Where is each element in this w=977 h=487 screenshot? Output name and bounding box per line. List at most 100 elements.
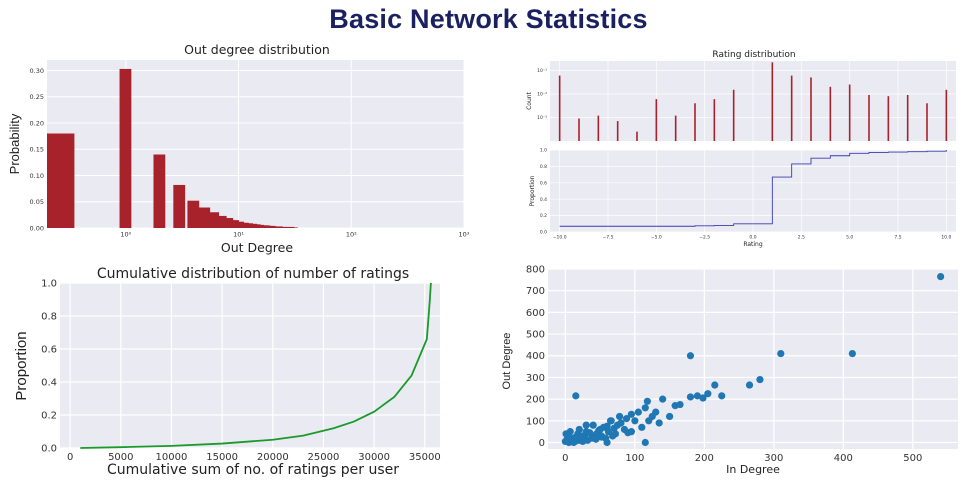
bar (829, 86, 832, 141)
scatter-point (652, 408, 660, 416)
plot-area (47, 60, 464, 228)
y-tick-label: 0.0 (41, 444, 57, 455)
scatter-point (582, 421, 590, 429)
x-tick-label: 5000 (108, 452, 133, 463)
bar (790, 75, 793, 141)
x-tick-labels: 10⁰ 10¹ 10² 10³ (120, 231, 469, 239)
x-tick-label: −5.0 (651, 235, 662, 241)
scatter-point (627, 410, 635, 418)
scatter-point (643, 397, 651, 405)
y-tick-labels: 0 100 200 300 400 500 600 700 800 (526, 265, 545, 449)
x-tick-label: 0 (67, 452, 73, 463)
x-axis-label: Rating (743, 241, 763, 248)
x-tick-labels: 0 100 200 300 400 500 (562, 453, 922, 464)
plot-area (548, 269, 958, 449)
bar (713, 99, 716, 141)
bar (207, 212, 220, 228)
y-tick-labels: 0.0 0.2 0.4 0.6 0.8 1.0 (41, 279, 57, 455)
x-tick-label: 100 (625, 453, 644, 464)
scatter-point (711, 381, 719, 389)
y-tick-label: 300 (526, 373, 545, 384)
y-axis-label: Out Degree (501, 333, 513, 390)
y-axis-label: Proportion (529, 175, 536, 206)
scatter-point (589, 421, 597, 429)
x-tick-label: 0 (562, 453, 568, 464)
scatter-point (686, 393, 695, 401)
y-tick-label: 10⁻³ (537, 115, 547, 121)
y-axis-label: Proportion (13, 331, 30, 400)
scatter-points (561, 272, 945, 447)
in-out-degree-chart: 0 100 200 300 400 500 600 700 800 0 100 200 300 400 5… (501, 265, 958, 476)
y-tick-label: 800 (526, 265, 545, 276)
bar (597, 115, 600, 141)
scatter-point (611, 430, 620, 438)
y-tick-label: 10⁻² (537, 91, 547, 97)
bar (173, 184, 186, 228)
y-tick-label: 400 (526, 351, 545, 362)
x-tick-label: 7.5 (894, 144, 901, 145)
x-tick-label: 2.5 (798, 235, 805, 241)
y-tick-label: 0.6 (540, 180, 547, 186)
y-tick-label: 0.30 (30, 67, 44, 75)
bar (153, 154, 166, 228)
bar (868, 94, 870, 141)
y-tick-label: 0.6 (41, 345, 57, 356)
cdf-step-line (559, 150, 947, 227)
bar (578, 118, 580, 141)
y-tick-label: 0.4 (540, 197, 547, 203)
x-tick-label: −7.5 (603, 235, 614, 241)
y-tick-label: 0.20 (30, 119, 44, 127)
scatter-point (659, 395, 667, 403)
scatter-point (777, 349, 785, 358)
scatter-point (615, 412, 624, 421)
bar (286, 227, 298, 228)
scatter-point (603, 438, 611, 447)
y-tick-label: 0 (539, 438, 545, 449)
scatter-point (603, 422, 611, 430)
bar (187, 200, 200, 228)
y-tick-labels: 0.0 0.2 0.4 0.6 0.8 1.0 (540, 148, 547, 236)
scatter-point (641, 404, 649, 412)
y-tick-label: 1.0 (540, 148, 547, 154)
x-tick-label: 30000 (358, 452, 390, 463)
x-tick-label: −10.0 (553, 144, 567, 145)
y-axis-label: Count (526, 91, 533, 109)
x-tick-label: −7.5 (603, 144, 614, 145)
y-tick-label: 0.10 (30, 172, 44, 180)
scatter-point (622, 415, 631, 423)
y-tick-label: 1.0 (41, 279, 57, 290)
x-tick-label: −2.5 (699, 235, 710, 241)
cumulative-ratings-chart: Cumulative distribution of number of rat… (13, 266, 441, 478)
bar (906, 94, 909, 141)
scatter-point (937, 272, 945, 281)
scatter-point (638, 423, 646, 431)
scatter-point (704, 390, 712, 398)
y-tick-label: 500 (526, 330, 545, 341)
x-tick-label: 300 (764, 453, 783, 464)
x-tick-label: 10000 (156, 452, 188, 463)
x-tick-label: 5.0 (846, 144, 853, 145)
x-tick-label: −2.5 (699, 144, 710, 145)
x-tick-label: 0.0 (749, 235, 756, 241)
scatter-point (627, 428, 635, 436)
chart-title: Out degree distribution (184, 42, 330, 57)
x-tick-label: 10² (346, 231, 357, 239)
bar (47, 133, 75, 228)
x-tick-label: −10.0 (553, 235, 567, 241)
scatter-point (572, 392, 580, 400)
out-degree-chart: Out degree distribution 0.00 0.05 0.10 0.15… (7, 42, 470, 255)
x-tick-label: 25000 (308, 452, 340, 463)
y-tick-label: 100 (526, 416, 545, 427)
x-tick-label: 10¹ (233, 231, 244, 239)
cumulative-line (80, 282, 432, 449)
scatter-point (597, 432, 606, 440)
x-tick-label: 0.0 (749, 144, 756, 145)
bar (655, 99, 658, 141)
y-tick-label: 0.05 (30, 198, 44, 206)
y-tick-label: 0.00 (30, 224, 44, 232)
grid-lines (47, 60, 465, 229)
y-tick-label: 10⁻¹ (537, 68, 547, 74)
bar (616, 121, 619, 141)
bar (198, 207, 211, 228)
y-tick-label: 0.0 (540, 230, 547, 236)
